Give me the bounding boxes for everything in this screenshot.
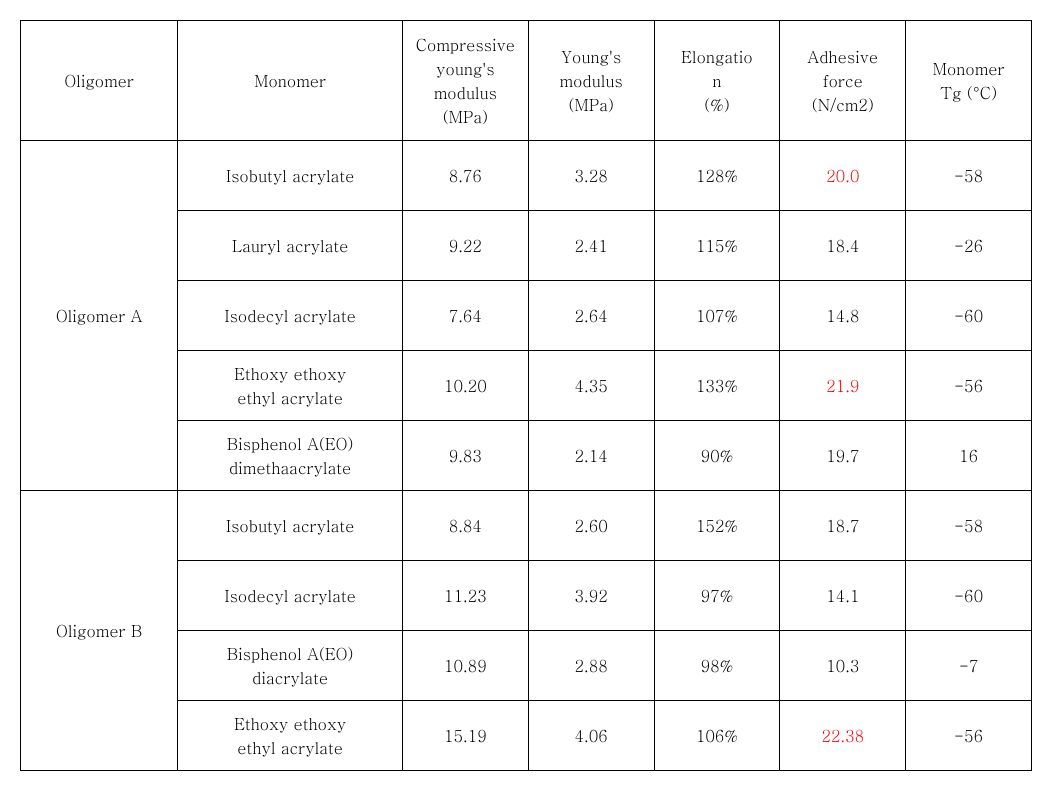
cell-compressive: 11.23: [402, 561, 528, 631]
cell-compressive: 9.22: [402, 211, 528, 281]
header-adhesive-force: Adhesiveforce(N/cm2): [780, 21, 906, 141]
table-row: Oligomer A Isobutyl acrylate 8.76 3.28 1…: [21, 141, 1032, 211]
table-header-row: Oligomer Monomer Compressiveyoung'smodul…: [21, 21, 1032, 141]
cell-elongation: 107%: [654, 281, 780, 351]
cell-youngs: 2.88: [528, 631, 654, 701]
cell-elongation: 115%: [654, 211, 780, 281]
header-monomer: Monomer: [178, 21, 403, 141]
oligomer-a-label: Oligomer A: [21, 141, 178, 491]
cell-youngs: 3.28: [528, 141, 654, 211]
cell-elongation: 152%: [654, 491, 780, 561]
cell-compressive: 7.64: [402, 281, 528, 351]
cell-monomer: Isodecyl acrylate: [178, 561, 403, 631]
cell-tg: -58: [906, 141, 1032, 211]
cell-elongation: 97%: [654, 561, 780, 631]
table-body: Oligomer A Isobutyl acrylate 8.76 3.28 1…: [21, 141, 1032, 771]
cell-adhesive: 21.9: [780, 351, 906, 421]
cell-youngs: 2.14: [528, 421, 654, 491]
header-oligomer: Oligomer: [21, 21, 178, 141]
header-youngs-modulus: Young'smodulus(MPa): [528, 21, 654, 141]
cell-adhesive: 14.1: [780, 561, 906, 631]
cell-monomer: Bisphenol A(EO)diacrylate: [178, 631, 403, 701]
cell-elongation: 90%: [654, 421, 780, 491]
cell-tg: -56: [906, 351, 1032, 421]
cell-elongation: 128%: [654, 141, 780, 211]
cell-adhesive: 18.7: [780, 491, 906, 561]
cell-youngs: 2.41: [528, 211, 654, 281]
cell-adhesive: 22.38: [780, 701, 906, 771]
data-table-container: Oligomer Monomer Compressiveyoung'smodul…: [20, 20, 1032, 771]
cell-adhesive: 20.0: [780, 141, 906, 211]
material-properties-table: Oligomer Monomer Compressiveyoung'smodul…: [20, 20, 1032, 771]
cell-youngs: 3.92: [528, 561, 654, 631]
cell-tg: -7: [906, 631, 1032, 701]
cell-tg: -60: [906, 281, 1032, 351]
cell-elongation: 98%: [654, 631, 780, 701]
cell-tg: -56: [906, 701, 1032, 771]
cell-adhesive: 18.4: [780, 211, 906, 281]
header-monomer-tg: MonomerTg (°C): [906, 21, 1032, 141]
cell-adhesive: 14.8: [780, 281, 906, 351]
cell-monomer: Lauryl acrylate: [178, 211, 403, 281]
cell-monomer: Isobutyl acrylate: [178, 491, 403, 561]
cell-compressive: 15.19: [402, 701, 528, 771]
cell-monomer: Isodecyl acrylate: [178, 281, 403, 351]
cell-compressive: 8.84: [402, 491, 528, 561]
cell-monomer: Isobutyl acrylate: [178, 141, 403, 211]
cell-tg: -58: [906, 491, 1032, 561]
cell-elongation: 106%: [654, 701, 780, 771]
cell-elongation: 133%: [654, 351, 780, 421]
cell-compressive: 9.83: [402, 421, 528, 491]
cell-adhesive: 19.7: [780, 421, 906, 491]
header-elongation: Elongation(%): [654, 21, 780, 141]
cell-monomer: Bisphenol A(EO)dimethaacrylate: [178, 421, 403, 491]
cell-monomer: Ethoxy ethoxyethyl acrylate: [178, 701, 403, 771]
oligomer-b-label: Oligomer B: [21, 491, 178, 771]
cell-tg: 16: [906, 421, 1032, 491]
cell-compressive: 10.89: [402, 631, 528, 701]
cell-youngs: 4.35: [528, 351, 654, 421]
cell-youngs: 2.60: [528, 491, 654, 561]
cell-tg: -60: [906, 561, 1032, 631]
table-row: Oligomer B Isobutyl acrylate 8.84 2.60 1…: [21, 491, 1032, 561]
cell-monomer: Ethoxy ethoxyethyl acrylate: [178, 351, 403, 421]
cell-youngs: 2.64: [528, 281, 654, 351]
header-compressive-modulus: Compressiveyoung'smodulus(MPa): [402, 21, 528, 141]
cell-compressive: 10.20: [402, 351, 528, 421]
cell-adhesive: 10.3: [780, 631, 906, 701]
cell-youngs: 4.06: [528, 701, 654, 771]
cell-compressive: 8.76: [402, 141, 528, 211]
cell-tg: -26: [906, 211, 1032, 281]
